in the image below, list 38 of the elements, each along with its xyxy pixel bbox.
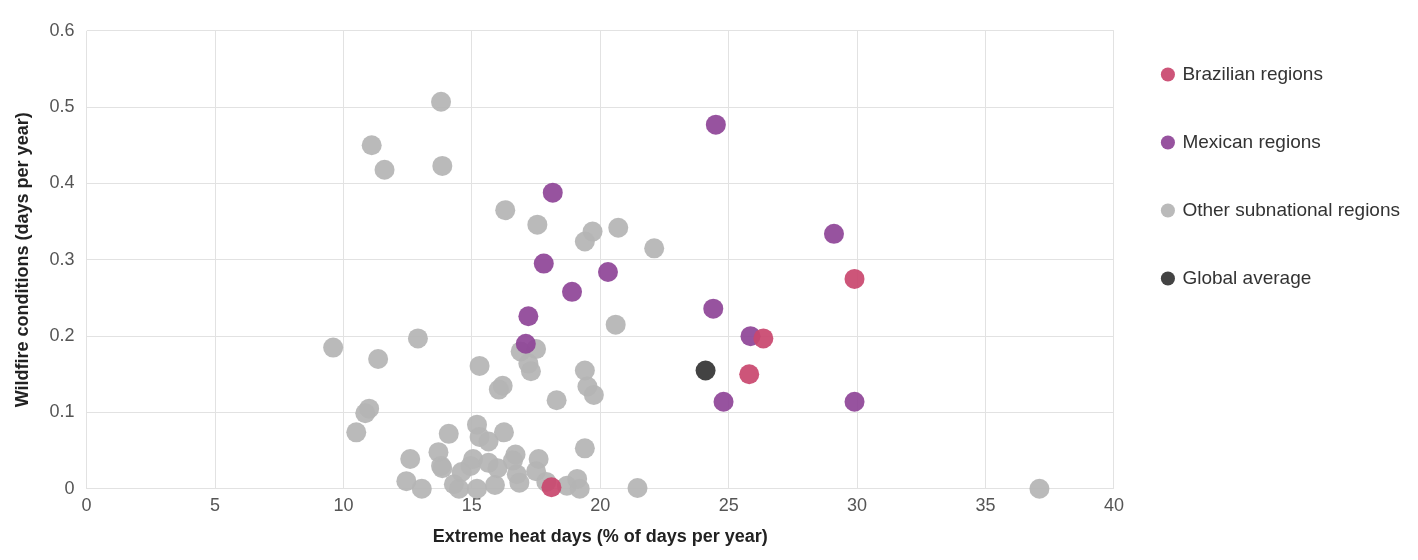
- point: [541, 477, 562, 498]
- x-axis-title: Extreme heat days (% of days per year): [432, 526, 768, 547]
- point: [753, 328, 774, 349]
- legend-label: Brazilian regions: [1182, 62, 1323, 84]
- y-tick-label: 0.6: [49, 19, 75, 40]
- x-tick-label: 35: [975, 494, 996, 515]
- point: [542, 182, 563, 203]
- point: [562, 281, 583, 302]
- point: [823, 223, 844, 244]
- point: [597, 262, 618, 283]
- x-tick-label: 5: [210, 494, 221, 515]
- point: [844, 391, 865, 412]
- point: [703, 298, 724, 319]
- x-tick-label: 25: [718, 494, 739, 515]
- point: [515, 333, 536, 354]
- point: [695, 360, 716, 381]
- legend-label: Mexican regions: [1182, 130, 1321, 152]
- legend-label: Other subnational regions: [1182, 198, 1401, 220]
- y-tick-label: 0.5: [49, 96, 75, 117]
- point: [713, 391, 734, 412]
- y-axis-title: Wildfire conditions (days per year): [11, 112, 32, 408]
- point: [739, 364, 760, 385]
- point: [844, 268, 865, 289]
- point: [705, 114, 726, 135]
- y-tick-label: 0.2: [49, 325, 75, 346]
- x-tick-label: 20: [590, 494, 611, 515]
- y-tick-label: 0: [64, 477, 75, 498]
- x-tick-label: 15: [461, 494, 482, 515]
- point: [533, 253, 554, 274]
- x-tick-label: 0: [81, 494, 92, 515]
- y-tick-label: 0.3: [49, 248, 75, 269]
- y-tick-label: 0.1: [49, 401, 75, 422]
- y-tick-label: 0.4: [49, 172, 75, 193]
- legend-label: Global average: [1182, 266, 1312, 288]
- x-tick-label: 10: [333, 494, 354, 515]
- x-tick-label: 40: [1103, 494, 1124, 515]
- point: [518, 306, 539, 327]
- x-tick-label: 30: [847, 494, 868, 515]
